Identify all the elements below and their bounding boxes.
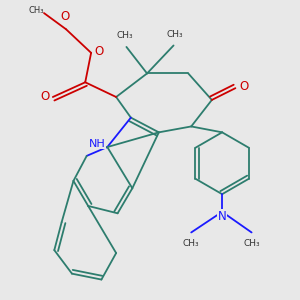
Text: CH₃: CH₃ <box>243 239 260 248</box>
Text: CH₃: CH₃ <box>167 30 183 39</box>
Text: O: O <box>239 80 248 93</box>
Text: CH₃: CH₃ <box>29 6 44 15</box>
Text: CH₃: CH₃ <box>183 239 200 248</box>
Text: O: O <box>40 91 49 103</box>
Text: O: O <box>60 10 69 23</box>
Text: N: N <box>218 210 226 223</box>
Text: CH₃: CH₃ <box>117 32 133 40</box>
Text: NH: NH <box>88 139 105 148</box>
Text: O: O <box>95 45 104 58</box>
